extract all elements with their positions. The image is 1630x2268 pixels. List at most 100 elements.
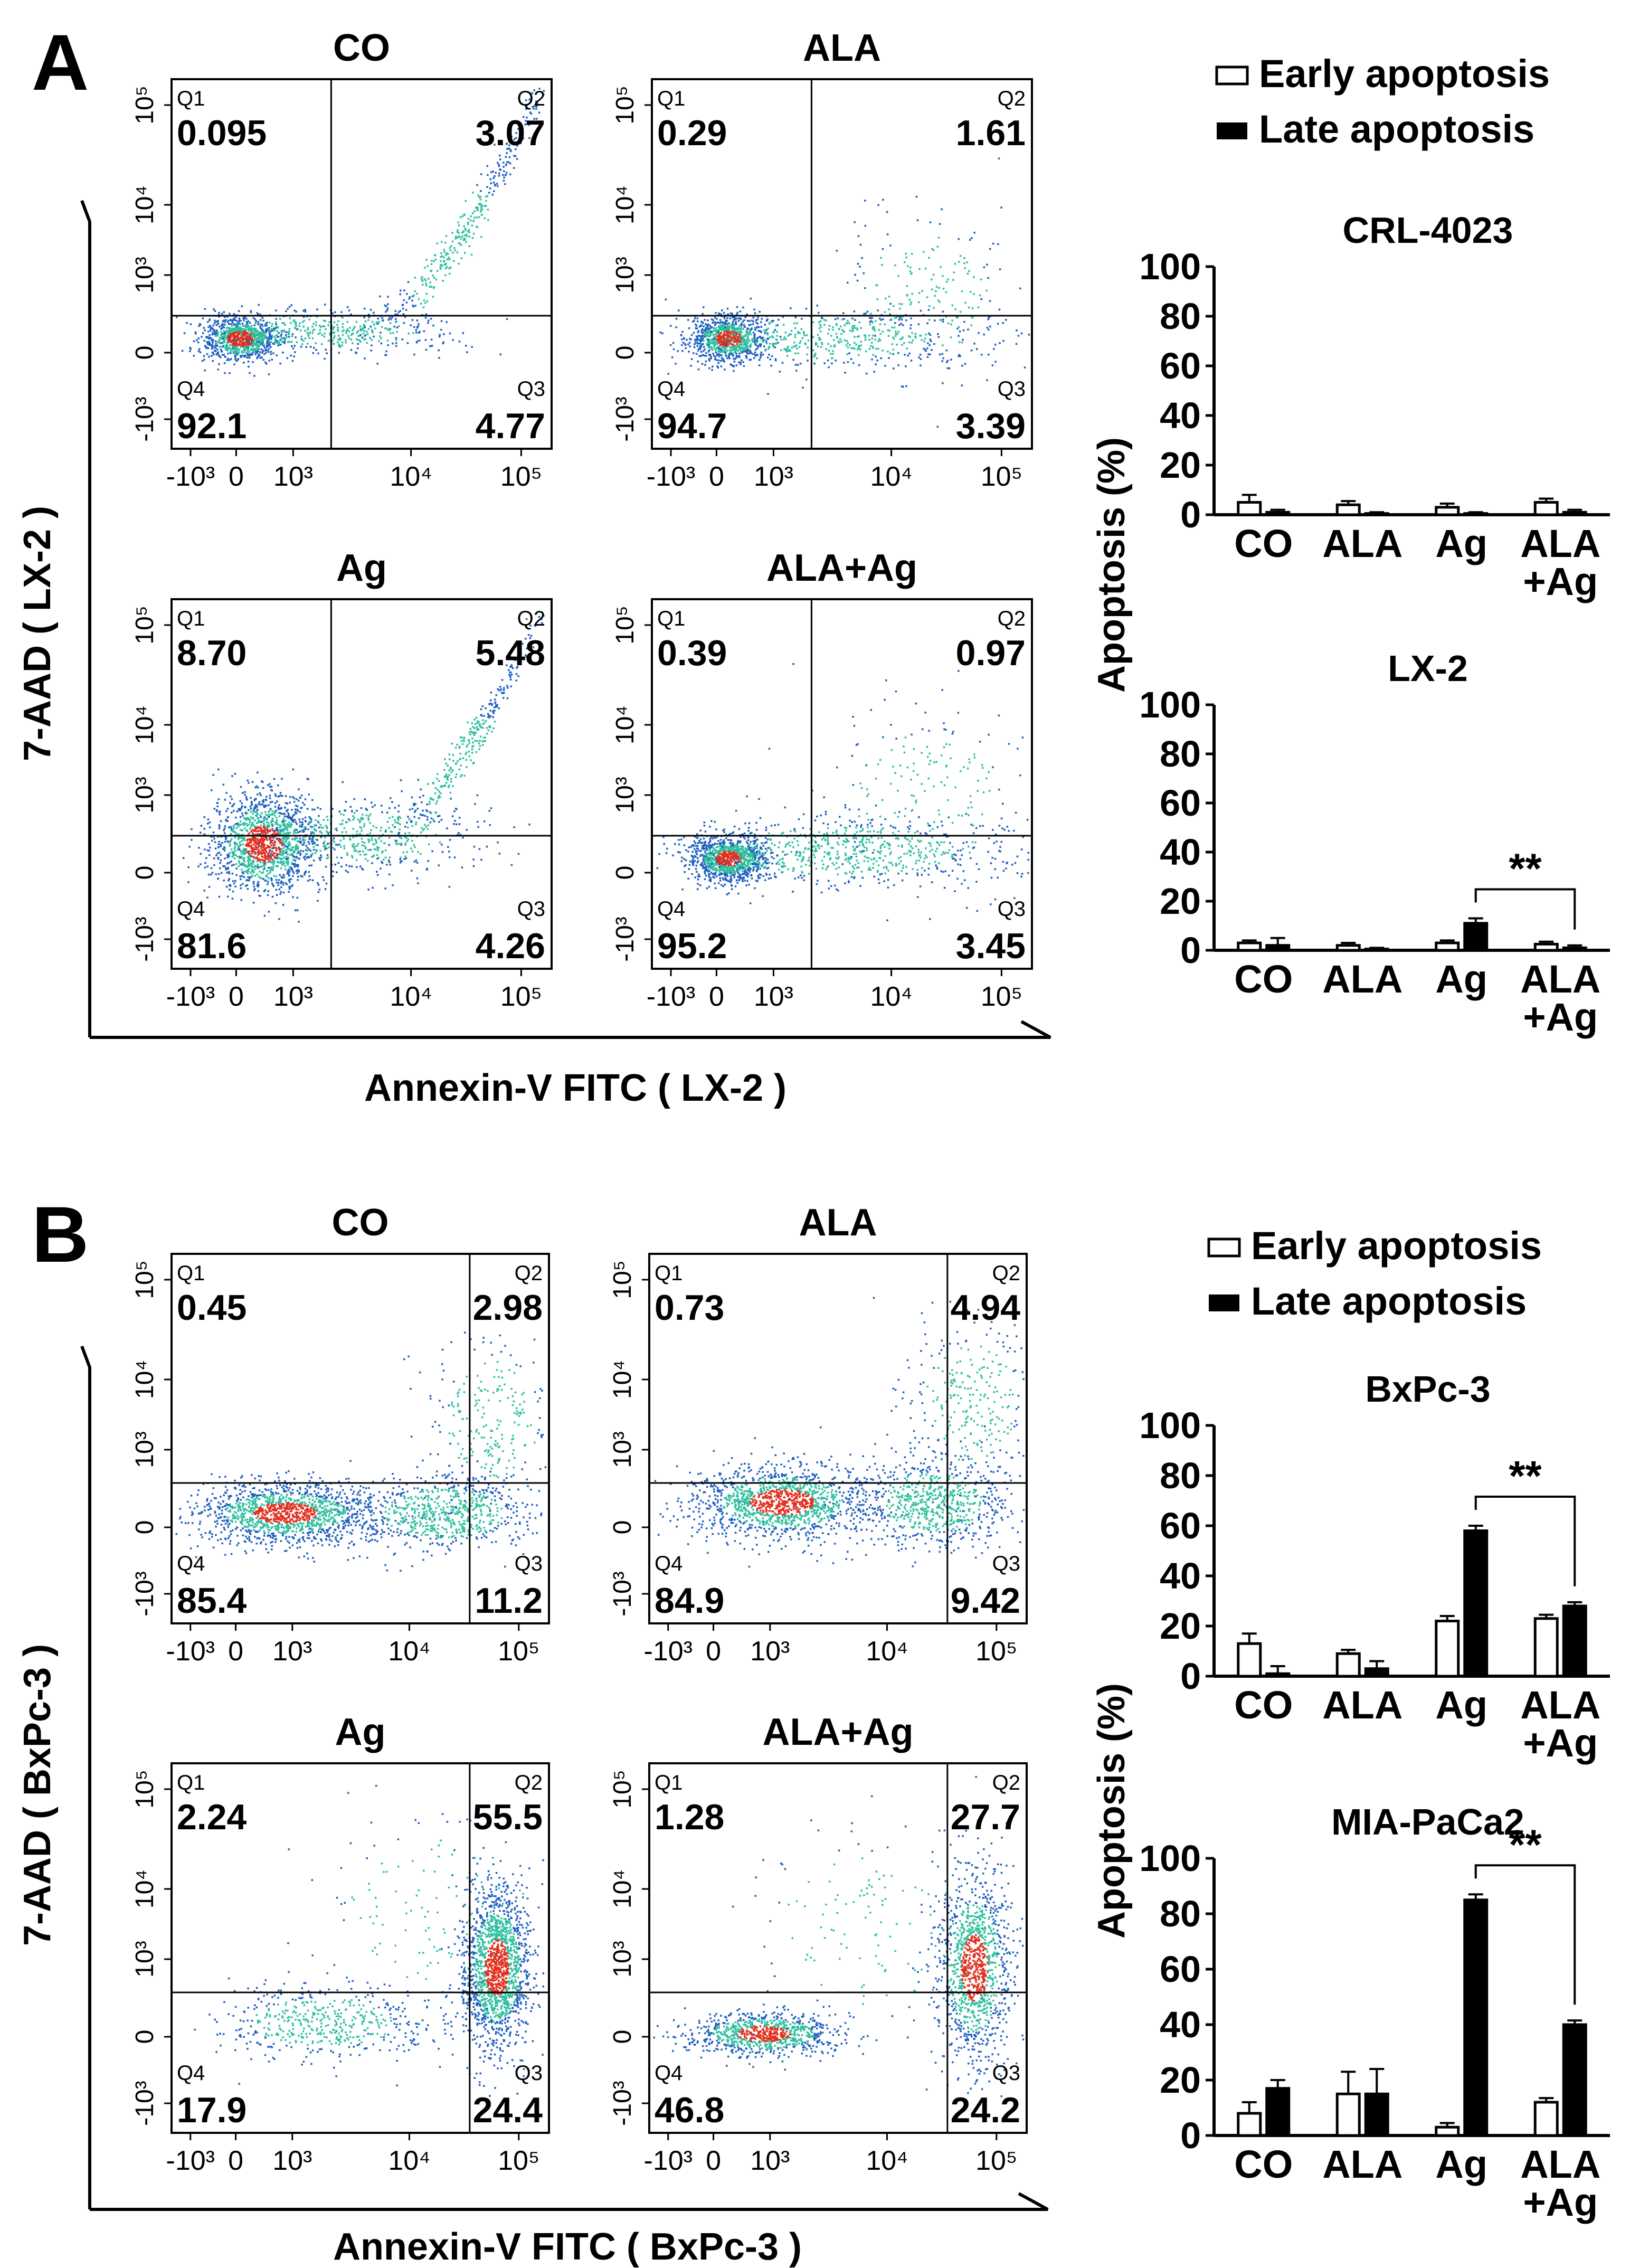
event-dot bbox=[720, 344, 722, 346]
event-dot bbox=[783, 324, 785, 326]
event-dot bbox=[820, 346, 822, 348]
event-dot bbox=[878, 338, 880, 341]
event-dot bbox=[687, 344, 689, 346]
event-dot bbox=[830, 335, 832, 337]
event-dot bbox=[431, 263, 433, 266]
event-dot bbox=[804, 343, 807, 345]
event-dot bbox=[293, 356, 295, 358]
event-dot bbox=[487, 195, 489, 197]
event-dot bbox=[767, 348, 770, 350]
x-tick-label: 10⁵ bbox=[981, 461, 1022, 492]
event-dot bbox=[906, 285, 908, 287]
event-dot bbox=[857, 348, 859, 351]
event-dot bbox=[731, 346, 733, 348]
event-dot bbox=[287, 357, 289, 360]
event-dot bbox=[915, 337, 917, 339]
event-dot bbox=[254, 339, 256, 341]
event-dot bbox=[294, 345, 296, 347]
event-dot bbox=[206, 341, 208, 343]
event-dot bbox=[987, 277, 989, 279]
event-dot bbox=[214, 320, 216, 322]
event-dot bbox=[262, 320, 264, 322]
event-dot bbox=[312, 332, 314, 334]
event-dot bbox=[898, 275, 900, 277]
event-dot bbox=[236, 350, 238, 352]
event-dot bbox=[926, 323, 928, 325]
event-dot bbox=[887, 233, 889, 235]
event-dot bbox=[865, 337, 867, 339]
quadrant-label: Q2 bbox=[998, 87, 1026, 110]
event-dot bbox=[768, 354, 770, 356]
event-dot bbox=[785, 332, 787, 334]
event-dot bbox=[961, 342, 963, 344]
event-dot bbox=[827, 343, 829, 345]
event-dot bbox=[227, 896, 229, 898]
event-dot bbox=[261, 348, 263, 351]
event-dot bbox=[319, 332, 321, 334]
event-dot bbox=[257, 347, 259, 349]
event-dot bbox=[318, 815, 320, 817]
event-dot bbox=[754, 352, 756, 354]
event-dot bbox=[257, 323, 259, 325]
event-dot bbox=[992, 364, 994, 366]
event-dot bbox=[489, 178, 491, 181]
event-dot bbox=[920, 365, 922, 367]
event-dot bbox=[440, 268, 442, 270]
event-dot bbox=[756, 339, 759, 341]
event-dot bbox=[433, 260, 435, 262]
event-dot bbox=[497, 185, 499, 187]
event-dot bbox=[198, 351, 200, 353]
event-dot bbox=[270, 335, 272, 337]
event-dot bbox=[255, 342, 257, 344]
event-dot bbox=[709, 325, 712, 327]
event-dot bbox=[735, 328, 737, 330]
event-dot bbox=[247, 357, 249, 359]
event-dot bbox=[926, 347, 928, 349]
event-dot bbox=[278, 336, 280, 338]
event-dot bbox=[794, 353, 797, 355]
event-dot bbox=[755, 348, 757, 351]
event-dot bbox=[713, 347, 715, 349]
event-dot bbox=[216, 345, 219, 347]
event-dot bbox=[926, 296, 928, 298]
event-dot bbox=[432, 275, 434, 277]
event-dot bbox=[476, 216, 478, 219]
event-dot bbox=[337, 341, 339, 343]
event-dot bbox=[927, 356, 929, 358]
event-dot bbox=[304, 330, 306, 332]
event-dot bbox=[905, 319, 907, 322]
event-dot bbox=[239, 349, 241, 351]
event-dot bbox=[454, 238, 457, 240]
event-dot bbox=[799, 332, 801, 334]
x-tick-label: -10³ bbox=[647, 461, 695, 492]
event-dot bbox=[705, 336, 707, 338]
event-dot bbox=[449, 247, 451, 249]
event-dot bbox=[422, 284, 424, 286]
event-dot bbox=[818, 337, 820, 339]
event-dot bbox=[738, 320, 740, 322]
event-dot bbox=[294, 327, 296, 329]
event-dot bbox=[216, 348, 219, 351]
event-dot bbox=[740, 310, 742, 313]
event-dot bbox=[759, 330, 761, 333]
event-dot bbox=[274, 857, 276, 859]
event-dot bbox=[880, 319, 883, 321]
event-dot bbox=[230, 319, 232, 322]
event-dot bbox=[480, 190, 482, 192]
event-dot bbox=[698, 348, 700, 350]
event-dot bbox=[224, 332, 226, 334]
event-dot bbox=[868, 335, 870, 337]
event-dot bbox=[452, 339, 454, 341]
event-dot bbox=[825, 319, 827, 322]
event-dot bbox=[676, 318, 678, 320]
event-dot bbox=[740, 335, 742, 337]
event-dot bbox=[928, 309, 930, 311]
event-dot bbox=[923, 251, 925, 253]
event-dot bbox=[953, 271, 955, 273]
event-dot bbox=[819, 327, 821, 329]
event-dot bbox=[970, 291, 972, 293]
y-tick-label: -10³ bbox=[611, 396, 639, 441]
event-dot bbox=[212, 352, 214, 354]
event-dot bbox=[224, 336, 226, 338]
event-dot bbox=[422, 280, 424, 282]
